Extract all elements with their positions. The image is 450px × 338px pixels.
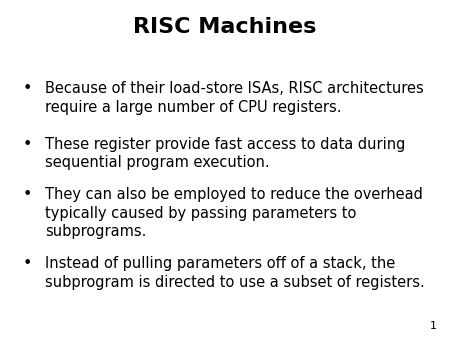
Text: These register provide fast access to data during
sequential program execution.: These register provide fast access to da… <box>45 137 405 170</box>
Text: •: • <box>22 81 32 96</box>
Text: Instead of pulling parameters off of a stack, the
subprogram is directed to use : Instead of pulling parameters off of a s… <box>45 256 425 290</box>
Text: 1: 1 <box>429 321 436 331</box>
Text: They can also be employed to reduce the overhead
typically caused by passing par: They can also be employed to reduce the … <box>45 187 423 239</box>
Text: Because of their load-store ISAs, RISC architectures
require a large number of C: Because of their load-store ISAs, RISC a… <box>45 81 424 115</box>
Text: •: • <box>22 187 32 202</box>
Text: RISC Machines: RISC Machines <box>133 17 317 37</box>
Text: •: • <box>22 137 32 152</box>
Text: •: • <box>22 256 32 271</box>
